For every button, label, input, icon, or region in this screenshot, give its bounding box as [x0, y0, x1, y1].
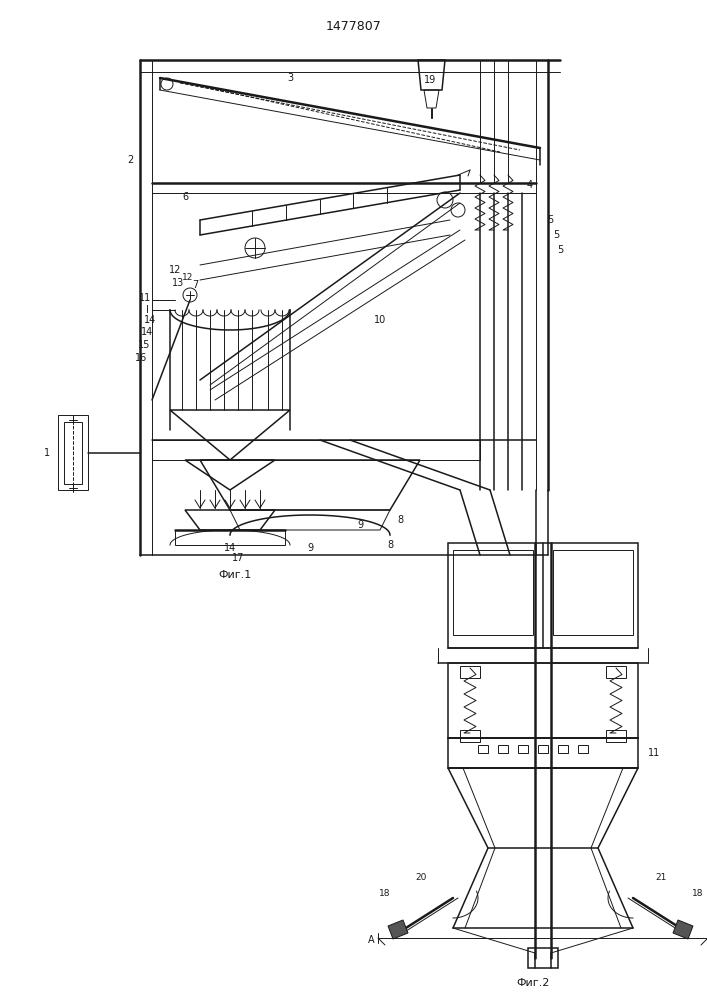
- Text: 1477807: 1477807: [326, 20, 382, 33]
- Text: 6: 6: [182, 192, 188, 202]
- Polygon shape: [388, 920, 408, 939]
- Polygon shape: [673, 920, 693, 939]
- Bar: [518, 745, 528, 753]
- Text: 11: 11: [648, 748, 660, 758]
- Bar: [58, 415, 88, 490]
- Text: 9: 9: [307, 543, 313, 553]
- Text: 14: 14: [141, 327, 153, 337]
- Text: A: A: [368, 935, 374, 945]
- Bar: [528, 948, 558, 968]
- Text: 4: 4: [527, 180, 533, 190]
- Text: 18: 18: [379, 888, 391, 898]
- Text: 18: 18: [692, 888, 703, 898]
- Bar: [453, 550, 533, 635]
- Text: 13: 13: [172, 278, 184, 288]
- Bar: [578, 745, 588, 753]
- Text: 8: 8: [397, 515, 403, 525]
- Text: 9: 9: [357, 520, 363, 530]
- Bar: [64, 422, 82, 484]
- Text: Фиг.1: Фиг.1: [218, 570, 252, 580]
- Text: 3: 3: [287, 73, 293, 83]
- Text: 12: 12: [182, 273, 194, 282]
- Text: 5: 5: [557, 245, 563, 255]
- Text: 5: 5: [553, 230, 559, 240]
- Text: 14: 14: [224, 543, 236, 553]
- Text: 12: 12: [169, 265, 181, 275]
- Text: 16: 16: [135, 353, 147, 363]
- Text: 15: 15: [138, 340, 150, 350]
- Text: 21: 21: [655, 874, 667, 882]
- Text: 11: 11: [139, 293, 151, 303]
- Bar: [498, 745, 508, 753]
- Text: 1: 1: [44, 448, 50, 458]
- Text: 5: 5: [547, 215, 553, 225]
- Text: 10: 10: [374, 315, 386, 325]
- Bar: [553, 550, 633, 635]
- Bar: [606, 730, 626, 742]
- Bar: [606, 666, 626, 678]
- Text: 7: 7: [192, 280, 198, 290]
- Bar: [478, 745, 488, 753]
- Text: 8: 8: [387, 540, 393, 550]
- Bar: [448, 543, 638, 648]
- Text: 14: 14: [144, 315, 156, 325]
- Bar: [538, 745, 548, 753]
- Bar: [448, 738, 638, 768]
- Text: 17: 17: [232, 553, 244, 563]
- Bar: [460, 666, 480, 678]
- Text: I: I: [146, 305, 148, 315]
- Text: Фиг.2: Фиг.2: [516, 978, 549, 988]
- Bar: [460, 730, 480, 742]
- Text: 19: 19: [424, 75, 436, 85]
- Text: 2: 2: [127, 155, 133, 165]
- Bar: [558, 745, 568, 753]
- Text: 20: 20: [415, 874, 427, 882]
- Bar: [448, 663, 638, 738]
